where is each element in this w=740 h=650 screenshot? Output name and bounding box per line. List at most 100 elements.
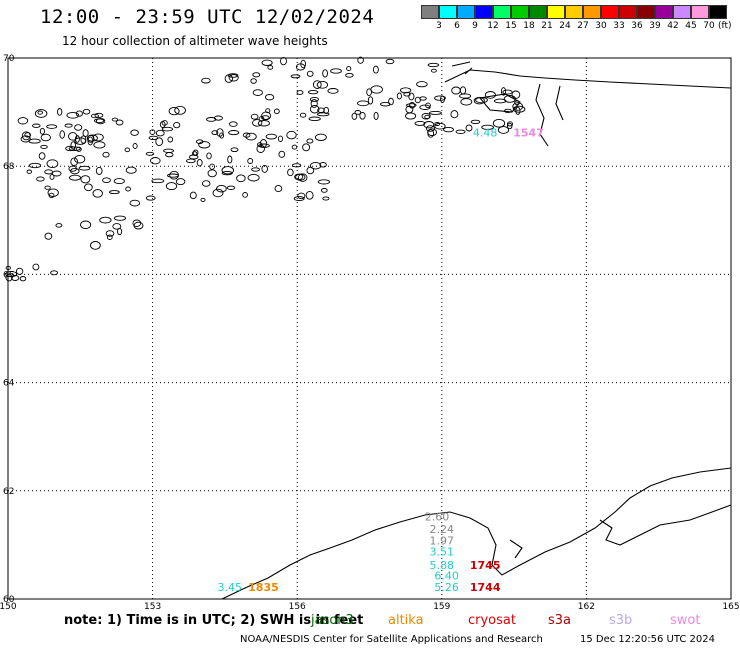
ice-contour <box>102 151 110 158</box>
ice-contour <box>148 135 159 141</box>
legend-label: 27 <box>577 21 589 31</box>
ice-contour <box>515 106 521 115</box>
ice-contour <box>370 85 383 94</box>
wave-height-label: 1745 <box>470 559 501 572</box>
ice-contour <box>44 169 53 175</box>
satellite-legend-cryosat: cryosat <box>468 613 516 628</box>
ice-contour <box>106 234 113 240</box>
ice-contour <box>267 65 274 70</box>
legend-swatch <box>421 5 439 19</box>
ice-contour <box>175 178 186 186</box>
ice-contour <box>207 169 217 178</box>
ice-contour <box>40 133 51 142</box>
ice-contour <box>105 230 115 237</box>
legend-swatch <box>691 5 709 19</box>
ice-contour <box>174 105 186 115</box>
ice-contour <box>17 117 29 125</box>
lat-tick-label: 66 <box>3 270 15 280</box>
ice-contour <box>309 104 320 114</box>
ice-contour <box>65 145 76 152</box>
ice-contour <box>419 104 431 110</box>
ice-contour <box>257 119 270 127</box>
ice-contour <box>24 132 32 138</box>
ice-contour <box>113 215 127 221</box>
legend-label: 45 <box>685 21 697 31</box>
ice-contour <box>251 167 261 172</box>
legend-label: 18 <box>523 21 535 31</box>
ice-contour <box>70 141 76 150</box>
color-legend <box>421 5 727 19</box>
ice-contour <box>261 115 270 120</box>
ice-contour <box>95 166 103 175</box>
satellite-legend-altika: altika <box>388 613 424 628</box>
wave-height-label: 4.48 <box>473 126 498 139</box>
ice-contour <box>470 119 481 125</box>
ice-contour <box>109 190 120 195</box>
ice-contour <box>11 275 20 281</box>
ice-contour <box>38 152 46 160</box>
ice-contour <box>316 80 329 89</box>
ice-contour <box>354 110 362 115</box>
ice-contour <box>211 130 219 135</box>
ice-contour <box>112 223 122 230</box>
ice-contour <box>252 89 263 96</box>
ice-contour <box>346 66 352 72</box>
ice-contour <box>306 138 314 144</box>
ice-contour <box>278 150 286 158</box>
ice-contour <box>481 124 494 130</box>
ice-contour <box>293 196 305 202</box>
ice-contour <box>39 127 45 135</box>
ice-contour <box>451 86 461 95</box>
map-grid <box>8 58 731 599</box>
ice-contour <box>286 130 297 140</box>
ice-contour <box>252 72 261 78</box>
ice-contour <box>256 144 265 153</box>
ice-contour <box>49 174 55 180</box>
ice-contour <box>465 124 473 132</box>
ice-contour <box>125 186 131 192</box>
legend-label: 24 <box>559 21 571 31</box>
ice-contour <box>430 68 437 73</box>
ice-contour <box>167 173 179 178</box>
ice-contour <box>317 179 331 185</box>
ice-contour <box>78 165 91 171</box>
ice-contour <box>192 149 199 156</box>
ice-contour <box>74 137 87 145</box>
ice-contour <box>5 273 13 282</box>
ice-contour <box>497 126 510 134</box>
ice-contour <box>46 159 59 169</box>
ice-contour <box>80 175 91 184</box>
ice-contour <box>168 106 180 116</box>
ice-contour <box>295 173 306 181</box>
ice-contour <box>64 123 73 128</box>
lon-tick-label: 165 <box>722 602 739 612</box>
ice-contour <box>221 170 233 176</box>
legend-label: 12 <box>487 21 499 31</box>
ice-contour <box>68 132 78 141</box>
legend-swatch <box>601 5 619 19</box>
ice-contour <box>216 184 227 193</box>
wave-height-label: 2.24 <box>430 523 455 536</box>
ice-contour <box>66 111 80 119</box>
legend-label: 15 <box>505 21 517 31</box>
ice-contour <box>274 184 283 193</box>
footer-timestamp: 15 Dec 12:20:56 UTC 2024 <box>580 634 715 645</box>
ice-contour <box>440 95 445 103</box>
lon-tick-label: 156 <box>289 602 306 612</box>
ice-contour <box>47 188 59 197</box>
ice-contour <box>37 110 43 115</box>
ice-contour <box>424 114 430 120</box>
ice-contour <box>113 178 125 185</box>
ice-contour <box>201 180 211 187</box>
ice-contour <box>155 137 164 147</box>
ice-contour <box>475 96 488 104</box>
ice-contour <box>366 88 372 97</box>
ice-contour <box>44 232 53 240</box>
ice-contour <box>74 124 83 131</box>
ice-contour <box>32 263 40 271</box>
lon-tick-label: 159 <box>433 602 450 612</box>
ice-contour <box>149 129 156 135</box>
ice-contour <box>173 121 181 129</box>
lat-tick-label: 64 <box>3 379 15 389</box>
